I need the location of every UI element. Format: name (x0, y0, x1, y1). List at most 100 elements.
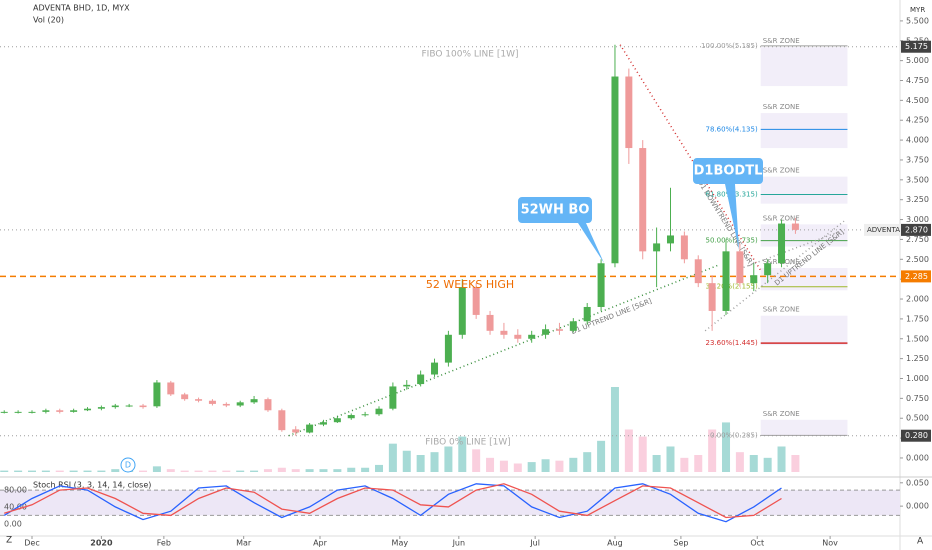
volume-bar (180, 470, 189, 472)
candle-body (181, 394, 189, 400)
candle-body (292, 429, 300, 433)
y-tick-label: 4.500 (906, 96, 929, 105)
candle-body (347, 415, 355, 419)
candle-body (736, 251, 744, 284)
candle-body (500, 330, 508, 335)
volume-bar (791, 455, 800, 472)
volume-bar (472, 449, 481, 472)
volume-bar (222, 470, 231, 472)
candle-body (84, 408, 92, 411)
y-tick-label: 5.500 (906, 16, 929, 25)
volume-bar (458, 436, 467, 472)
volume-bar (83, 470, 92, 472)
candle-body (722, 251, 730, 311)
x-tick-label: Apr (313, 539, 328, 548)
y2-tick-label: 0.000 (906, 502, 929, 511)
trendline (619, 44, 762, 271)
volume-bar (777, 446, 786, 472)
volume-bar (333, 469, 342, 472)
candle-body (389, 386, 397, 409)
toolbar-button[interactable]: A (917, 537, 924, 547)
sr-zone-label: S&R ZONE (763, 214, 800, 222)
sr-zone (760, 113, 848, 149)
x-tick-label: Mar (236, 539, 252, 548)
y-tick-label: 3.000 (906, 215, 929, 224)
x-tick-label: May (392, 539, 409, 548)
symbol-title: ADVENTA BHD, 1D, MYX (33, 4, 130, 13)
candle-body (639, 148, 647, 252)
volume-bar (430, 452, 439, 472)
sr-zone (760, 268, 848, 291)
candle-body (306, 424, 314, 433)
y-tick-label: 4.250 (906, 116, 929, 125)
volume-bar (166, 469, 175, 472)
x-tick-label: Dec (24, 539, 39, 548)
candle-body (42, 410, 50, 412)
candle-body (139, 405, 147, 408)
y-tick-label: 0.00 (4, 519, 22, 528)
x-tick-label: Aug (607, 539, 623, 548)
sr-zone (760, 47, 848, 87)
stoch-line (4, 483, 782, 519)
candle-body (167, 382, 175, 395)
indicator-title: Stoch RSI (3, 3, 14, 14, close) (33, 481, 151, 490)
event-marker[interactable] (120, 457, 136, 473)
candle-body (375, 408, 383, 415)
event-marker-label[interactable]: D (125, 461, 131, 470)
y-tick-label: 0.500 (906, 414, 929, 423)
candle-body (56, 410, 64, 412)
volume-bar (652, 455, 661, 472)
volume-bar (402, 450, 411, 472)
price-badge-label: 2.870 (905, 225, 928, 234)
sr-zone (760, 176, 848, 204)
volume-bar (291, 469, 300, 472)
volume-bar (583, 452, 592, 472)
volume-bar (41, 470, 50, 472)
volume-bar (305, 469, 314, 472)
sr-zone-label: S&R ZONE (763, 410, 800, 418)
volume-bar (708, 429, 717, 472)
candle-body (236, 402, 244, 406)
volume-bar (375, 464, 384, 472)
candle-body (778, 223, 786, 264)
y-tick-label: 5.000 (906, 56, 929, 65)
candle-body (431, 362, 439, 375)
toolbar-button[interactable]: Z (6, 536, 12, 546)
y-tick-label: 4.000 (906, 136, 929, 145)
currency: MYR (910, 6, 925, 14)
volume-bar (527, 462, 536, 472)
candle-body (14, 411, 22, 413)
volume-bar (263, 469, 272, 472)
volume-bar (69, 470, 78, 472)
y-tick-label: 1.750 (906, 314, 929, 323)
fib-label: 0.00%(0.285) (710, 431, 758, 439)
price-badge (901, 270, 931, 283)
volume-bar (139, 470, 148, 472)
y-tick-label: 40.00 (4, 502, 27, 511)
volume-bar (486, 457, 495, 472)
candle-body (111, 405, 119, 408)
y2-tick-label: 0.050 (906, 478, 929, 487)
price-badge (901, 40, 931, 53)
candle-body (569, 321, 577, 331)
trendline (704, 220, 845, 332)
price-badge-label: 5.175 (905, 42, 928, 51)
candle-body (195, 399, 203, 401)
y-tick-label: 3.750 (906, 155, 929, 164)
volume-bar (680, 457, 689, 472)
candle-body (666, 235, 674, 244)
volume-bar (666, 446, 675, 472)
callout (518, 197, 604, 263)
volume-bar (55, 470, 64, 472)
candle-body (153, 382, 161, 407)
weeks-high-label: 52 WEEKS HIGH (426, 278, 514, 291)
volume-bar (319, 469, 328, 472)
fib-label: 78.60%(4.135) (706, 125, 758, 133)
volume-bar (735, 452, 744, 472)
candle-body (750, 275, 758, 284)
volume-bar (152, 466, 161, 472)
volume-bar (194, 470, 203, 472)
candle-body (361, 414, 369, 416)
volume-bar (499, 460, 508, 472)
